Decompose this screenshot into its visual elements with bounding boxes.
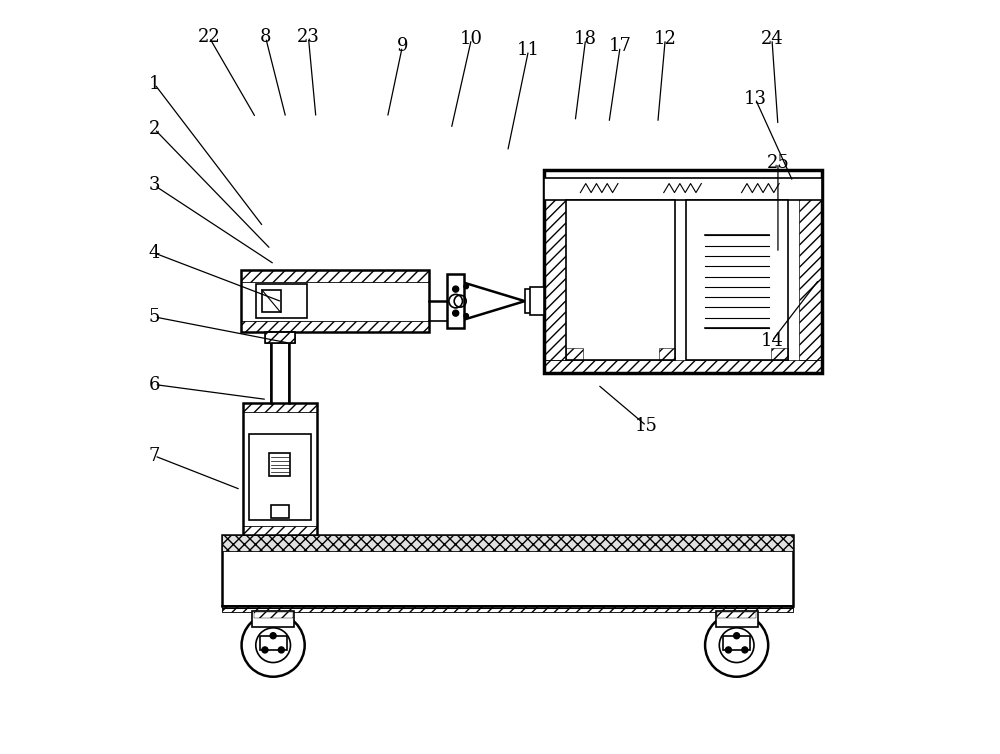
Circle shape [278, 647, 284, 653]
Bar [222, 605, 793, 612]
Text: 18: 18 [574, 30, 597, 48]
Text: 12: 12 [654, 30, 677, 48]
Text: 8: 8 [260, 29, 271, 47]
Bar [686, 201, 788, 360]
Bar [260, 636, 287, 649]
Text: 14: 14 [761, 332, 783, 350]
Text: 5: 5 [149, 308, 160, 326]
Bar [222, 535, 793, 551]
Bar [566, 348, 583, 360]
Bar [222, 606, 793, 612]
Circle shape [270, 633, 276, 639]
Bar [566, 201, 675, 360]
Bar [269, 453, 290, 476]
Bar [243, 403, 317, 535]
Bar [254, 612, 293, 618]
Bar [222, 535, 793, 606]
Circle shape [453, 286, 459, 292]
Text: 23: 23 [297, 29, 320, 47]
Text: 10: 10 [460, 30, 483, 48]
Bar [544, 360, 822, 373]
Text: 2: 2 [149, 120, 160, 138]
Circle shape [734, 633, 740, 639]
Bar [256, 284, 307, 318]
Bar [716, 611, 758, 627]
Bar [252, 611, 294, 627]
Text: 11: 11 [517, 41, 540, 60]
Bar [249, 434, 311, 520]
Text: 22: 22 [198, 29, 221, 47]
Text: 1: 1 [149, 75, 160, 93]
Bar [241, 271, 429, 332]
Bar [544, 198, 566, 360]
Text: 15: 15 [635, 417, 658, 435]
Bar [447, 274, 464, 328]
Bar [243, 526, 317, 535]
Bar [265, 332, 295, 343]
Bar [771, 348, 788, 360]
Text: 9: 9 [397, 38, 408, 56]
Bar [544, 178, 822, 201]
Bar [241, 271, 429, 281]
Circle shape [464, 314, 468, 318]
Bar [241, 320, 429, 332]
Text: 17: 17 [609, 38, 632, 56]
Bar [723, 636, 750, 649]
Circle shape [262, 647, 268, 653]
Bar [271, 504, 289, 518]
Bar [262, 290, 281, 312]
Circle shape [725, 647, 731, 653]
Bar [243, 403, 317, 412]
Bar [265, 332, 295, 343]
Text: 4: 4 [149, 244, 160, 262]
Text: 3: 3 [149, 176, 160, 195]
Text: 7: 7 [149, 447, 160, 465]
Bar [530, 287, 544, 315]
Bar [799, 198, 822, 360]
Text: 13: 13 [744, 90, 767, 108]
Circle shape [464, 284, 468, 289]
Bar [659, 348, 675, 360]
Bar [717, 612, 756, 618]
Circle shape [453, 310, 459, 316]
Bar [544, 170, 822, 373]
Circle shape [742, 647, 748, 653]
Text: 24: 24 [761, 30, 783, 48]
Text: 25: 25 [767, 154, 789, 172]
Text: 6: 6 [149, 375, 160, 394]
Bar [525, 289, 536, 313]
